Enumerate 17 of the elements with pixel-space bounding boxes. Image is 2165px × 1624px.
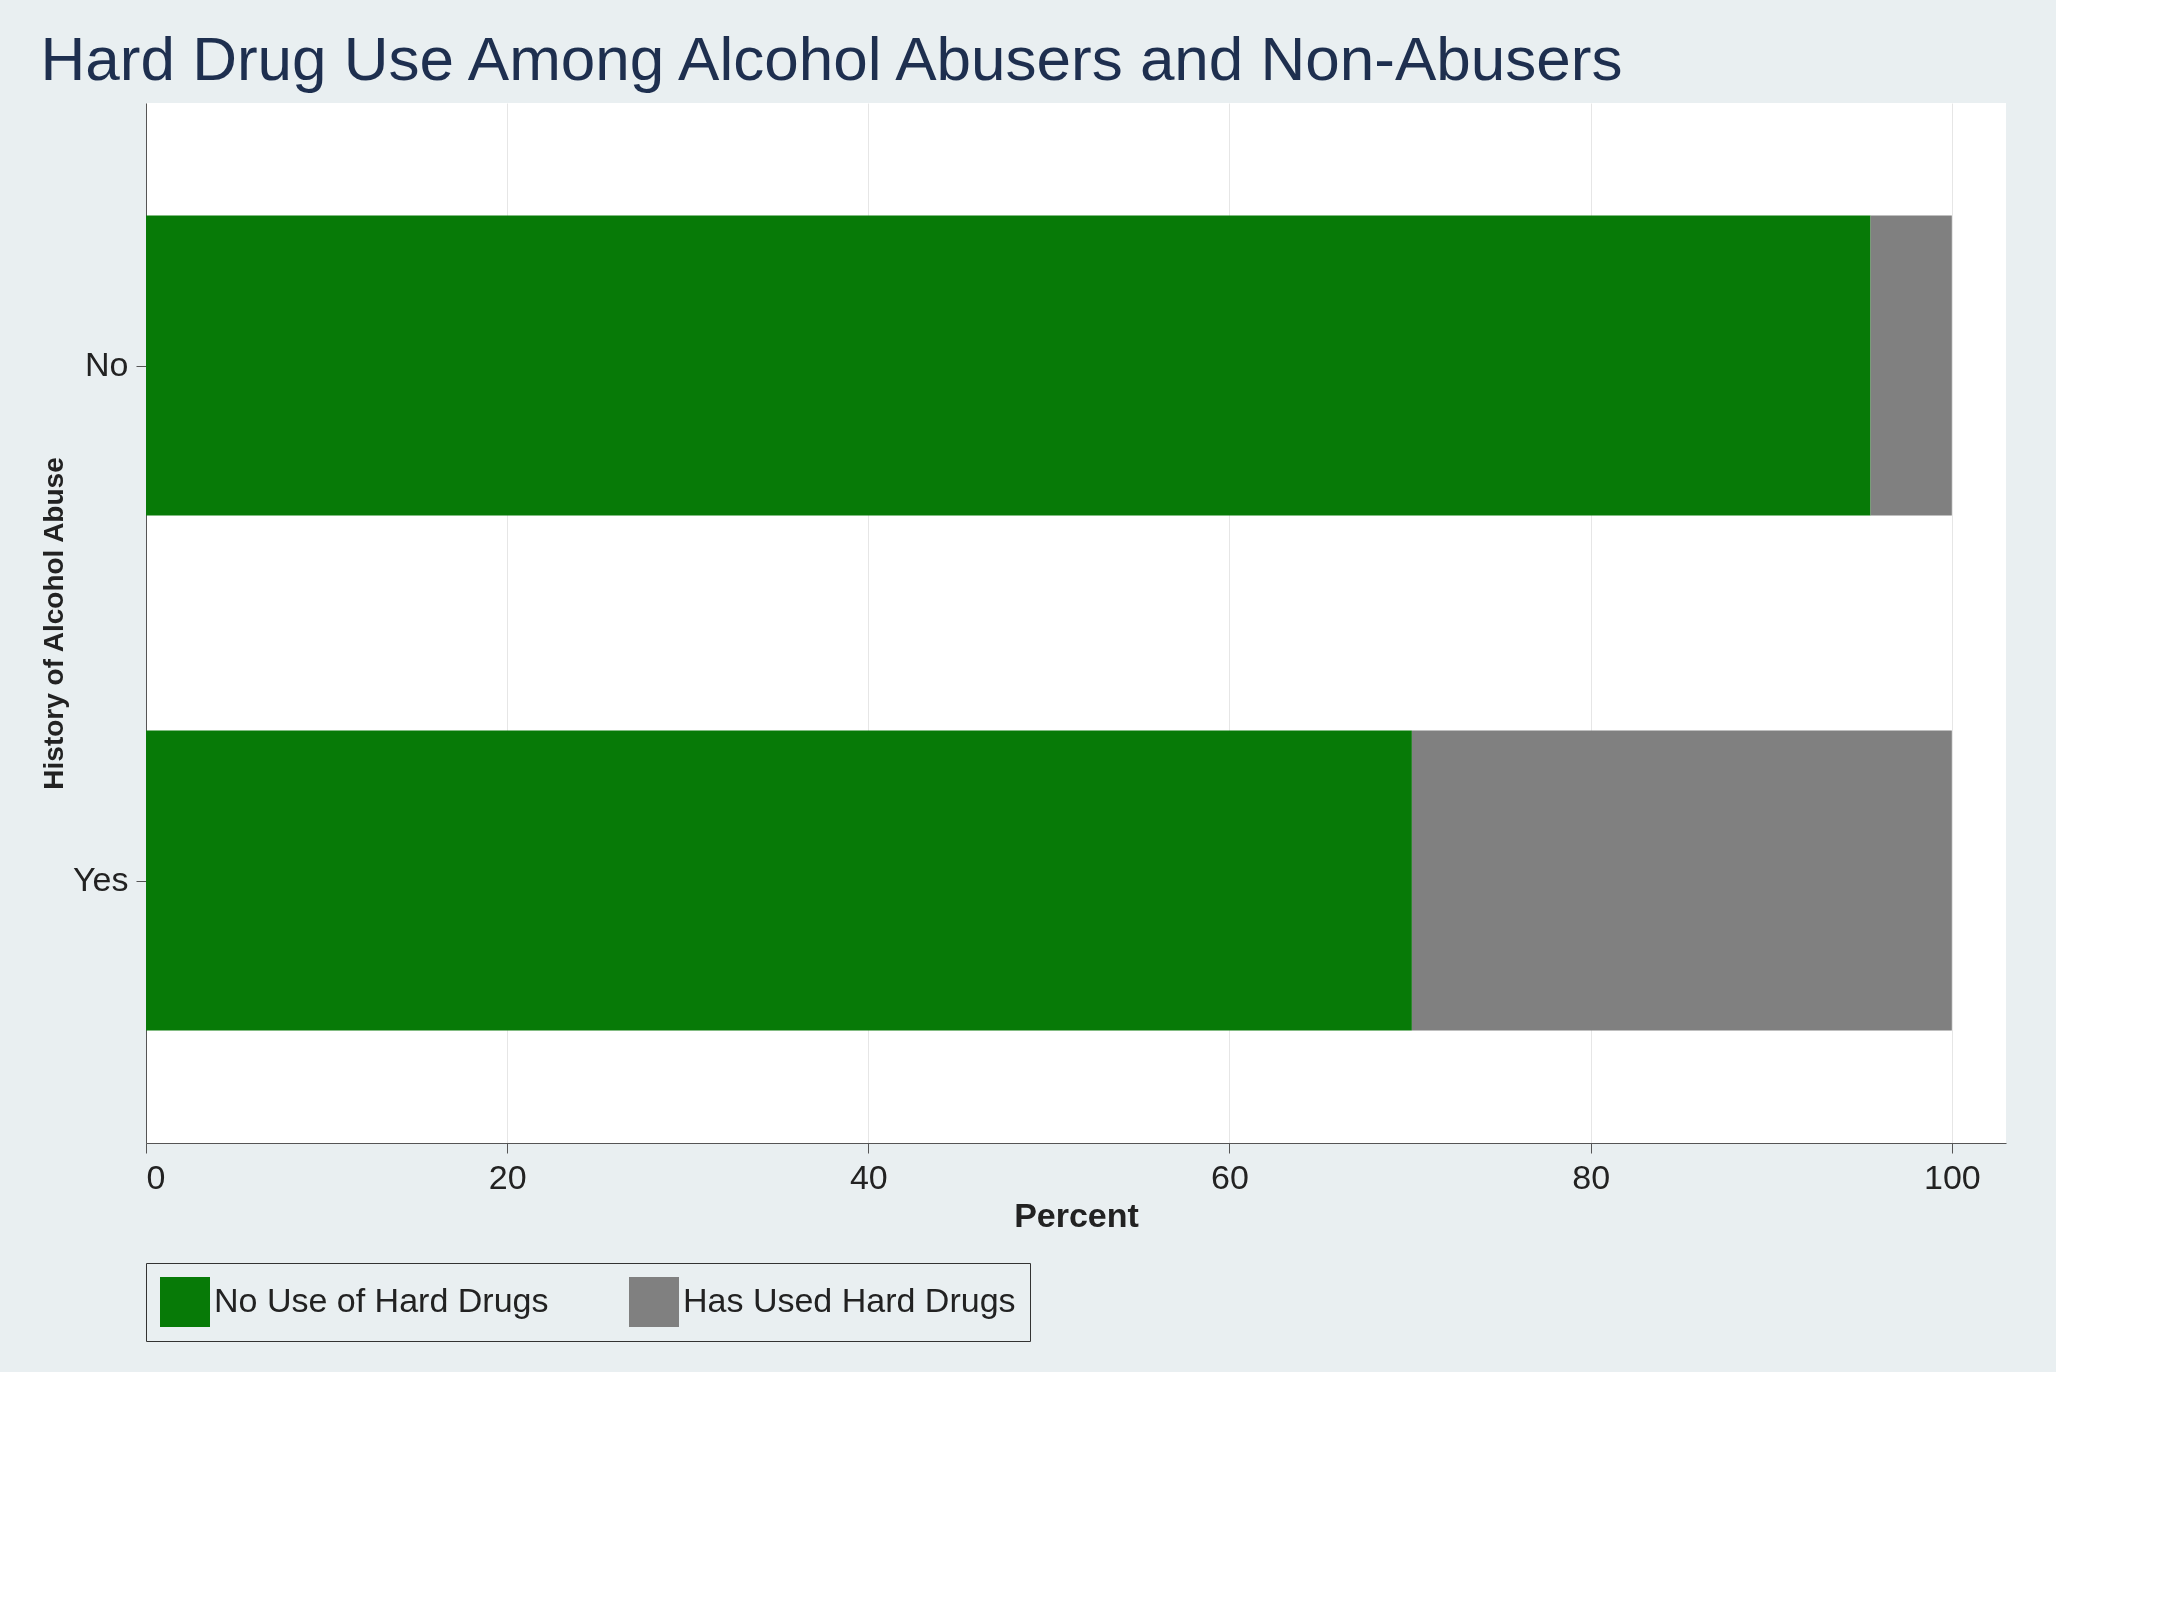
x-tick-label: 80 (1572, 1157, 1611, 1196)
y-tick-label: No (85, 345, 129, 383)
x-tick-label: 40 (849, 1157, 888, 1196)
x-tick-label: 100 (1923, 1157, 1981, 1196)
bar (146, 215, 1871, 516)
legend-label: Has Used Hard Drugs (683, 1281, 1016, 1319)
x-tick-label: 0 (146, 1157, 166, 1196)
y-axis-title: History of Alcohol Abuse (38, 457, 70, 790)
bar (1411, 730, 1952, 1031)
bar (146, 730, 1412, 1031)
y-tick-label: Yes (73, 860, 129, 898)
chart-title: Hard Drug Use Among Alcohol Abusers and Non-Abusers (40, 24, 1623, 93)
x-tick-label: 20 (488, 1157, 527, 1196)
x-tick-label: 60 (1211, 1157, 1249, 1196)
bar (1870, 215, 1952, 516)
legend-label: No Use of Hard Drugs (214, 1281, 549, 1319)
x-axis-title: Percent (1014, 1195, 1139, 1234)
